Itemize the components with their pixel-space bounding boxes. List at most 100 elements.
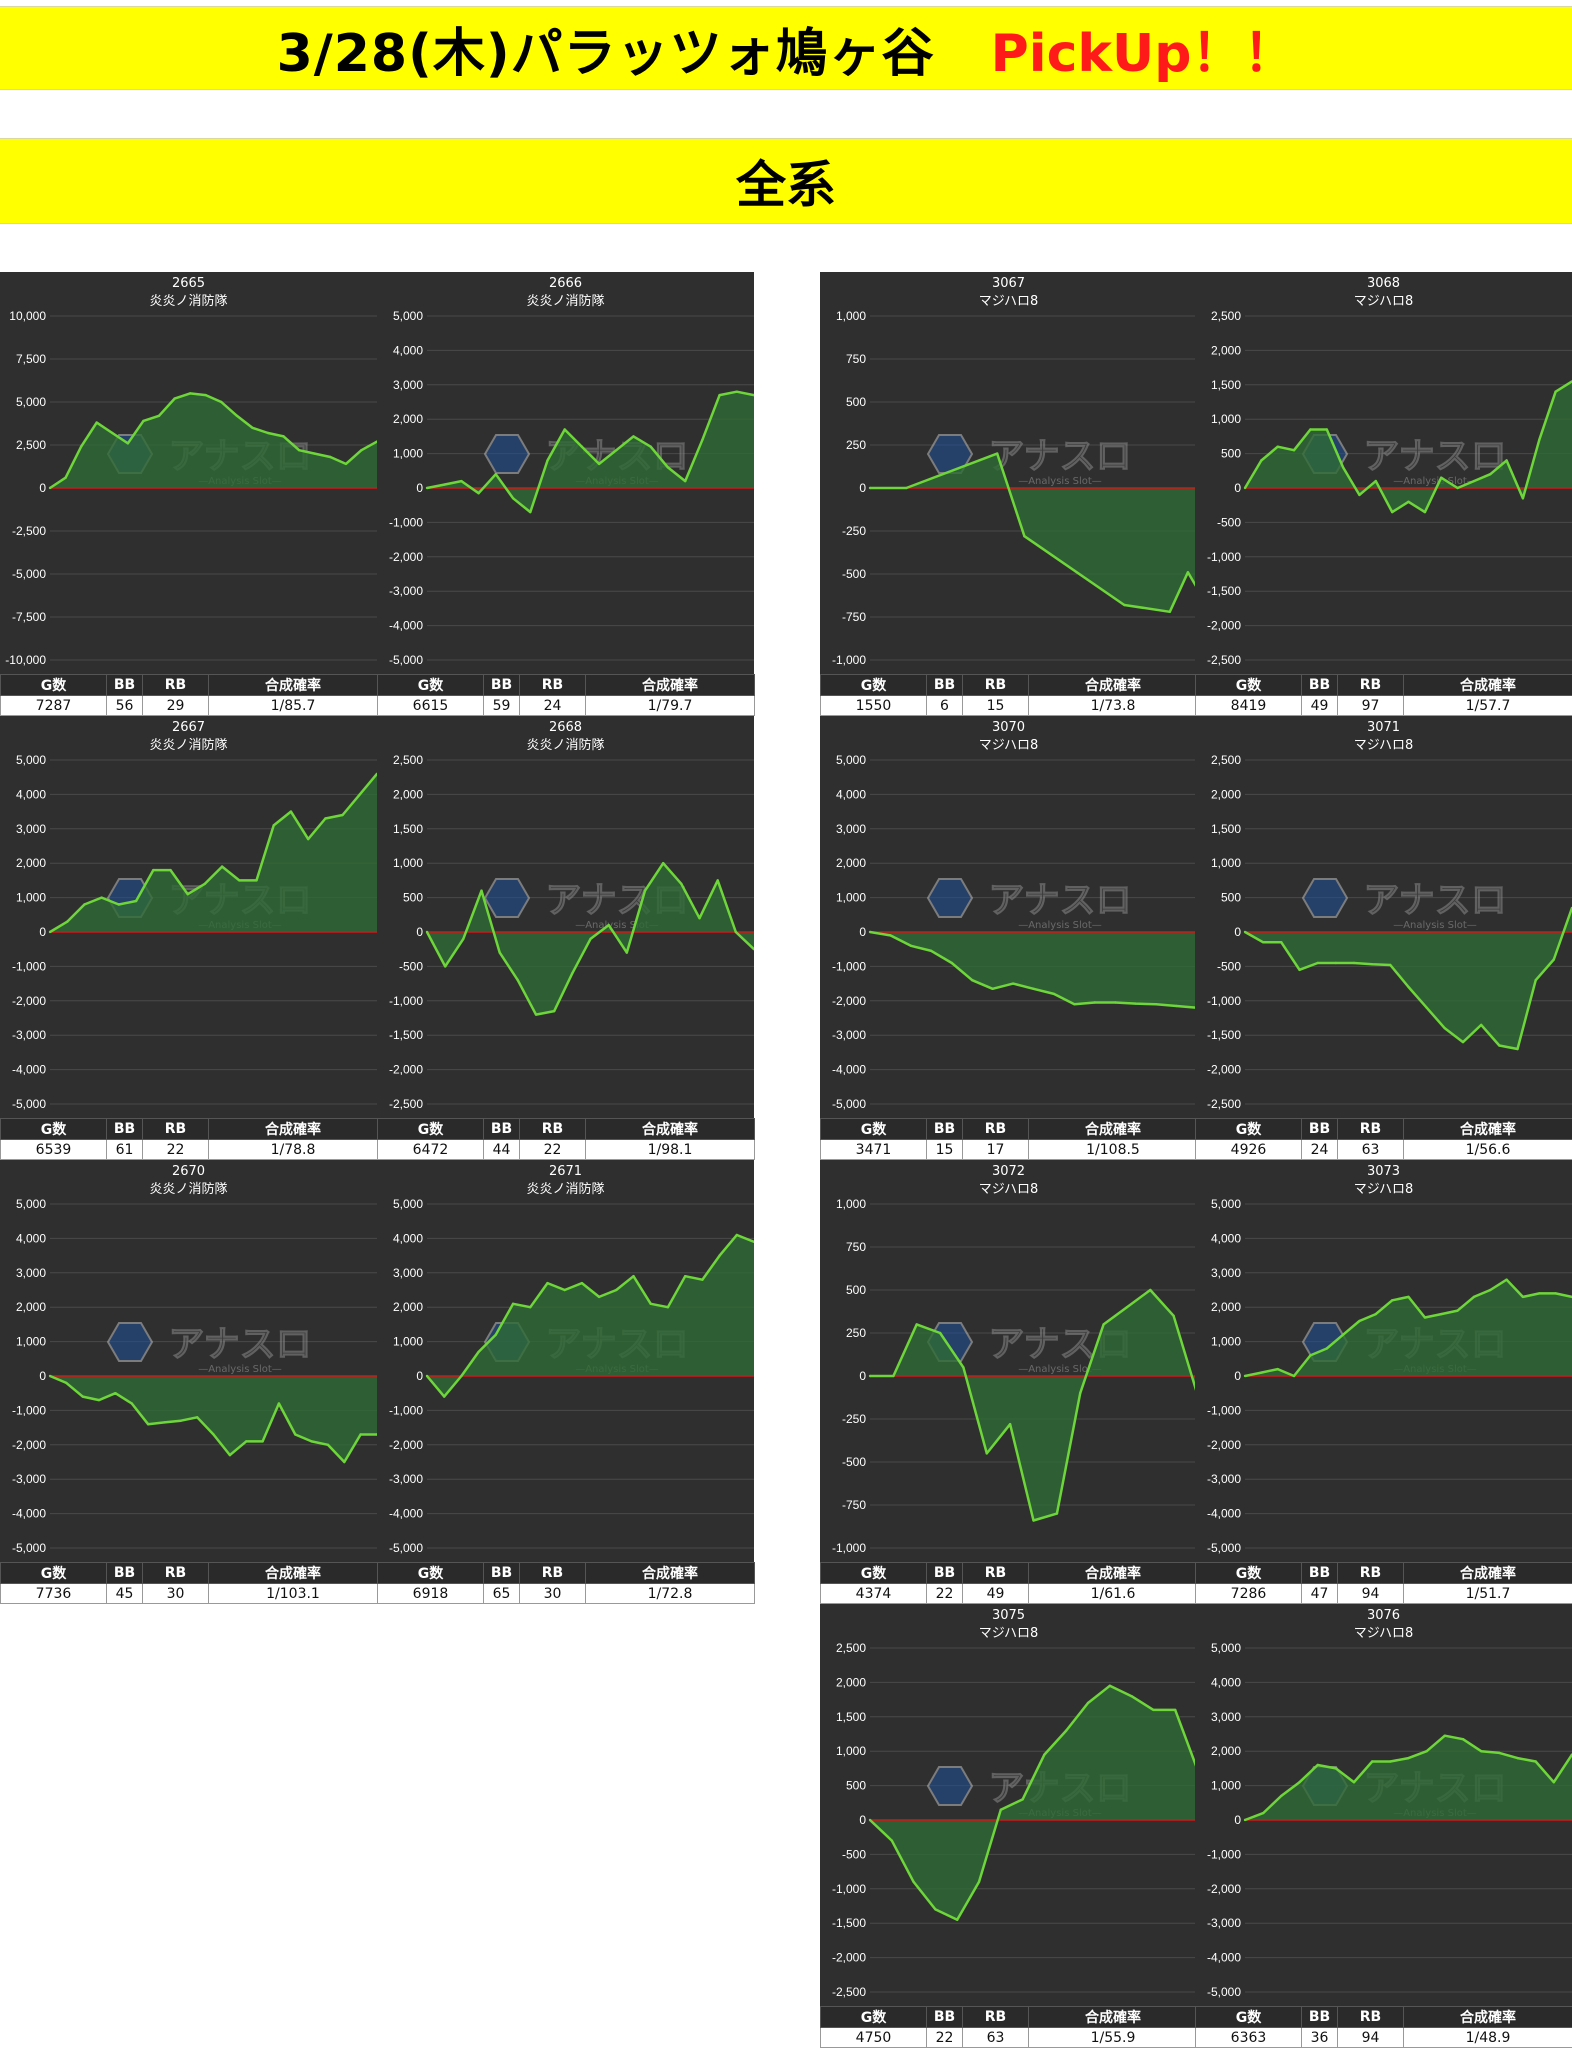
y-tick-label: 0 [39,925,46,939]
y-tick-label: 1,000 [836,1744,866,1758]
slump-chart: 2,500 2,000 1,500 1,000 500 0 -500 -1,000 -1,500… [1207,276,1572,667]
y-tick-label: 0 [1234,1813,1241,1827]
data-point [1073,1003,1076,1006]
data-point [1440,476,1443,479]
data-point [83,903,86,906]
stats-header: 合成確率 [208,1562,378,1584]
data-point [912,1880,915,1884]
rb-count: 94 [1337,2027,1404,2048]
stats-header: G数 [377,1562,484,1584]
stats-header: BB [483,674,520,696]
data-point [1371,1760,1374,1763]
data-point [1407,500,1410,503]
data-point [1516,1756,1519,1760]
stats-header: G数 [1195,2006,1302,2028]
data-point [163,1421,166,1424]
watermark: アナスロ—Analysis Slot— [926,434,1132,487]
series-line [869,1684,1197,1922]
stats-header: 合成確率 [1403,1562,1572,1584]
data-point [1134,1002,1137,1005]
data-point [684,479,687,483]
data-point [735,1233,738,1237]
data-point [443,483,446,486]
y-tick-label: 250 [846,438,866,452]
y-tick-label: 7,500 [16,352,46,366]
y-tick-label: -3,000 [832,1028,866,1042]
y-tick-label: 2,500 [16,438,46,452]
stats-header: RB [519,674,586,696]
data-point [752,948,754,951]
y-tick-label: 1,000 [836,309,866,323]
bb-count: 45 [106,1583,143,1604]
y-tick-label: 1,000 [393,1335,423,1349]
y-tick-label: 1,000 [1211,856,1241,870]
series-area [50,1376,377,1462]
data-point [930,949,933,953]
y-tick-label: -2,500 [1207,1097,1241,1111]
slump-chart: 1,000 750 500 250 0 -250 -500 -750 -1,000 3072 マジハ… [832,1164,1197,1555]
y-tick-label: 5,000 [393,309,423,323]
machine-panel: 2,500 2,000 1,500 1,000 500 0 -500 -1,000 -1,500… [820,1604,1198,2048]
data-point [196,1416,199,1419]
data-point [235,414,239,417]
y-tick-label: -500 [842,1455,866,1469]
bb-count: 36 [1301,2027,1338,2048]
data-point [1341,466,1345,469]
data-point [169,868,172,872]
data-point [1243,930,1247,934]
logo-hexagon-icon [483,878,531,918]
data-point [477,492,480,495]
data-point [956,1918,959,1921]
watermark: アナスロ—Analysis Slot— [926,878,1132,931]
stats-header: RB [142,674,209,696]
series-area [870,932,1197,1008]
y-tick-label: 0 [859,1369,866,1383]
data-point [186,893,189,896]
data-point [632,435,635,438]
logo-hexagon-icon [926,1766,974,1806]
data-point [909,944,913,947]
y-tick-label: -2,000 [832,994,866,1008]
data-point [752,393,754,397]
y-tick-label: 2,000 [1211,1744,1241,1758]
y-tick-label: 500 [1221,447,1241,461]
games-count: 4374 [820,1583,927,1604]
y-tick-label: 2,000 [1211,343,1241,357]
y-tick-label: 0 [1234,481,1241,495]
machine-name: 炎炎ノ消防隊 [149,293,227,309]
games-count: 4750 [820,2027,927,2048]
data-point [999,1808,1002,1811]
combined-rate: 1/56.6 [1403,1139,1572,1160]
watermark-text: アナスロ [988,880,1131,921]
data-point [698,917,701,920]
data-point [1341,1333,1345,1336]
data-point [1391,1299,1394,1302]
combined-rate: 1/61.6 [1028,1583,1198,1604]
data-point [100,896,103,899]
y-tick-label: -5,000 [12,1541,46,1555]
y-tick-label: 4,000 [16,787,46,801]
data-point [498,951,501,954]
data-point [1440,1312,1443,1316]
y-tick-label: 2,000 [16,856,46,870]
data-point [462,937,465,941]
data-point [649,445,652,448]
y-tick-label: -5,000 [832,1097,866,1111]
stats-table: G数 BB RB 合成確率 4374 22 49 1/61.6 [820,1562,1198,1604]
data-point [1521,1295,1525,1299]
stats-header: 合成確率 [585,674,755,696]
stats-header: 合成確率 [585,1562,755,1584]
machine-panel: 5,000 4,000 3,000 2,000 1,000 0 -1,000 -2,000 -3… [1195,1160,1572,1604]
data-point [632,1275,635,1278]
machine-panel: 2,500 2,000 1,500 1,000 500 0 -500 -1,000 -1,500… [1195,716,1572,1160]
stats-table: G数 BB RB 合成確率 4926 24 63 1/56.6 [1195,1118,1572,1160]
slump-chart: 5,000 4,000 3,000 2,000 1,000 0 -1,000 -2,000 -3… [1207,1608,1572,1999]
data-point [1316,1763,1319,1767]
slump-chart: 5,000 4,000 3,000 2,000 1,000 0 -1,000 -2,000 -3… [12,1164,377,1555]
y-tick-label: 0 [1234,1369,1241,1383]
stats-header: RB [962,1562,1029,1584]
data-point [1052,992,1056,996]
y-tick-label: 0 [39,481,46,495]
data-point [1186,571,1190,574]
y-tick-label: -500 [1217,515,1241,529]
